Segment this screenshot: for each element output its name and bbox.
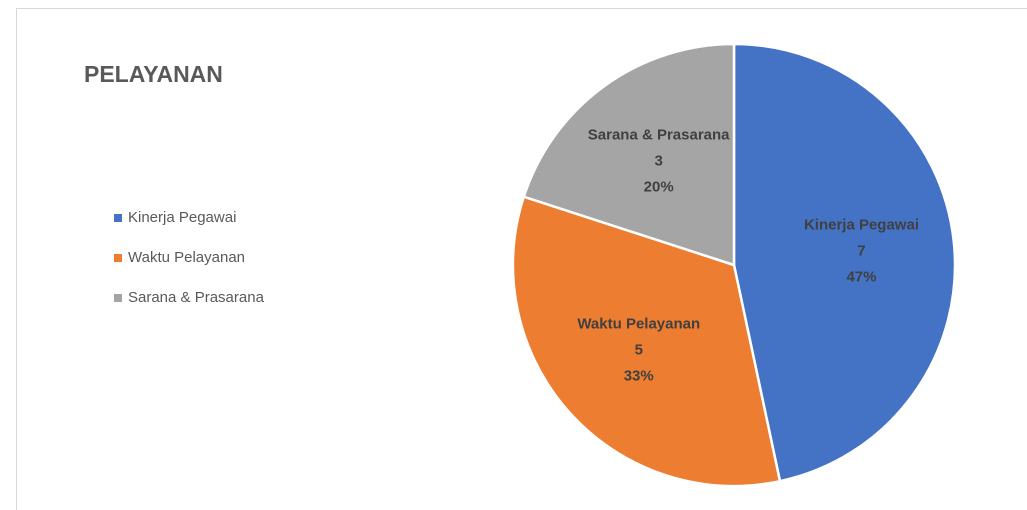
slice-percent-label: 33% <box>624 368 654 385</box>
slice-category-label: Waktu Pelayanan <box>577 316 700 333</box>
slice-category-label: Sarana & Prasarana <box>588 126 730 143</box>
pie-slice <box>732 42 957 483</box>
slice-percent-label: 47% <box>846 269 876 286</box>
chart-title: PELAYANAN <box>84 61 223 87</box>
legend-swatch <box>114 254 122 262</box>
slice-value-label: 3 <box>654 152 662 169</box>
legend-label: Kinerja Pegawai <box>128 209 236 226</box>
pie-slice <box>511 195 782 488</box>
legend-swatch <box>114 294 122 302</box>
legend-label: Waktu Pelayanan <box>128 249 245 266</box>
slice-category-label: Kinerja Pegawai <box>804 217 919 234</box>
legend-swatch <box>114 214 122 222</box>
slice-percent-label: 20% <box>644 178 674 195</box>
slice-value-label: 7 <box>857 243 865 260</box>
legend-label: Sarana & Prasarana <box>128 289 265 306</box>
slice-value-label: 5 <box>635 342 643 359</box>
pie-slice <box>522 42 736 267</box>
